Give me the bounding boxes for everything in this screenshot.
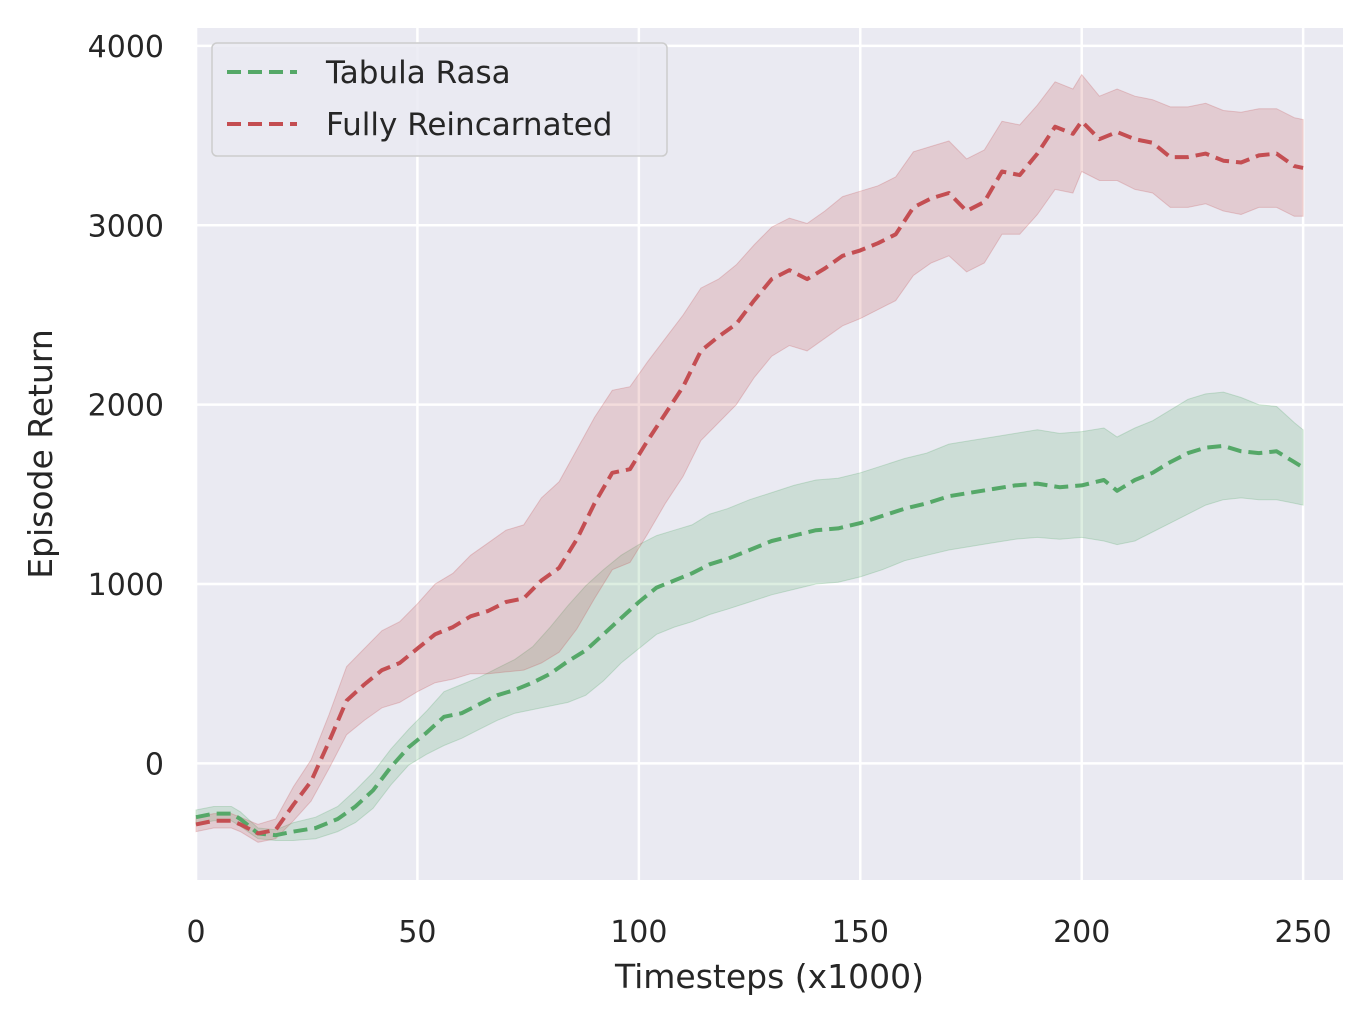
confidence-bands — [195, 73, 1304, 843]
y-tick-label: 3000 — [88, 209, 164, 244]
x-tick-label: 50 — [398, 915, 436, 950]
legend: Tabula Rasa Fully Reincarnated — [211, 42, 668, 157]
plot-area — [196, 28, 1343, 880]
y-tick-labels: 0 1000 2000 3000 4000 — [88, 30, 164, 782]
x-tick-label: 250 — [1275, 915, 1332, 950]
y-tick-label: 0 — [145, 747, 164, 782]
series-lines — [195, 119, 1305, 838]
x-tick-label: 200 — [1053, 915, 1110, 950]
y-tick-label: 2000 — [88, 389, 164, 424]
tabula-rasa-band — [195, 391, 1304, 841]
y-tick-label: 4000 — [88, 30, 164, 65]
legend-label-fully-reincarnated: Fully Reincarnated — [326, 107, 612, 143]
y-axis-label: Episode Return — [21, 329, 60, 579]
x-tick-label: 100 — [610, 915, 667, 950]
legend-label-tabula-rasa: Tabula Rasa — [325, 55, 511, 91]
x-tick-label: 150 — [832, 915, 889, 950]
tabula-rasa-line — [195, 443, 1305, 838]
x-axis-label: Timesteps (x1000) — [614, 957, 924, 996]
x-tick-labels: 0 50 100 150 200 250 — [186, 915, 1331, 950]
fully-reincarnated-line — [195, 119, 1304, 836]
y-tick-label: 1000 — [88, 568, 164, 603]
legend-box — [211, 42, 668, 157]
fully-reincarnated-band — [195, 73, 1304, 843]
x-tick-label: 0 — [186, 915, 205, 950]
